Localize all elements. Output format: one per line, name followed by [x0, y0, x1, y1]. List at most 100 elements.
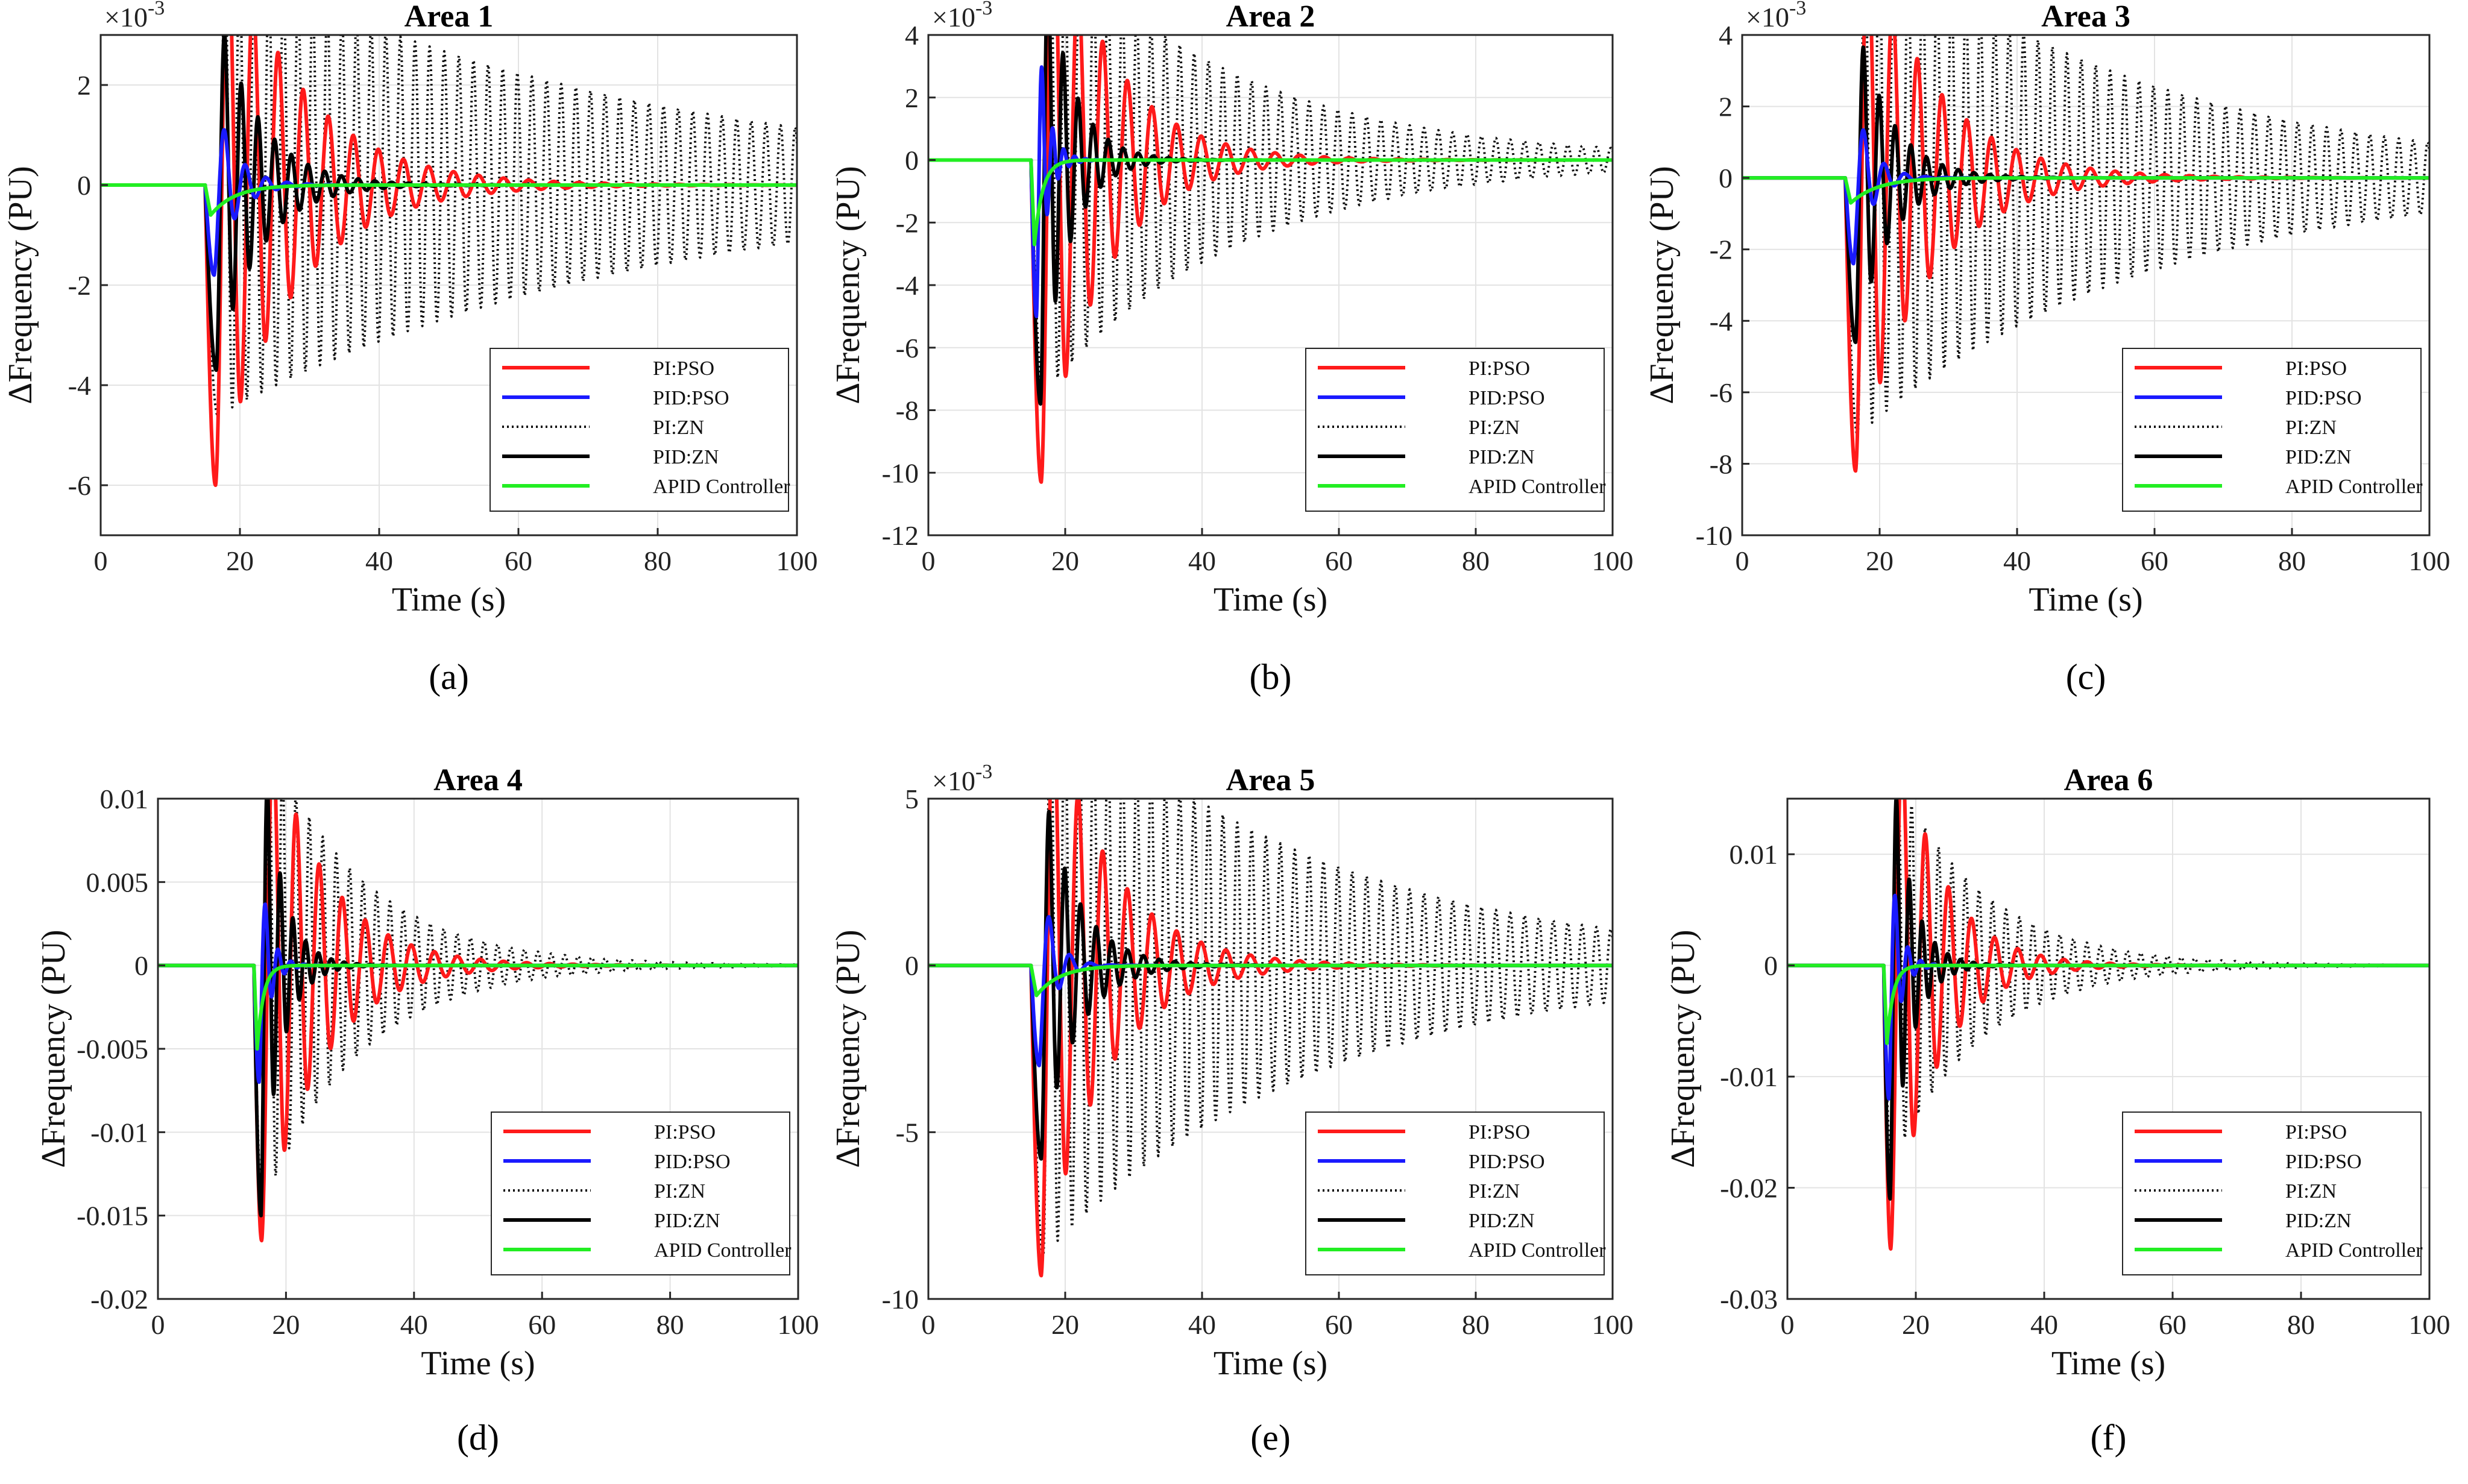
- chart-title: Area 3: [2041, 0, 2130, 34]
- y-tick-label: -6: [68, 470, 91, 501]
- chart-title: Area 5: [1226, 763, 1315, 797]
- x-tick-label: 60: [2141, 545, 2168, 576]
- legend-entry: PI:PSO: [653, 357, 714, 380]
- y-tick-label: 0: [134, 951, 148, 981]
- legend-entry: PI:PSO: [1469, 357, 1530, 380]
- exponent-base: ×10: [104, 2, 148, 33]
- y-tick-label: -4: [1710, 306, 1733, 336]
- legend-entry: PID:PSO: [653, 387, 729, 409]
- x-tick-label: 100: [778, 1309, 819, 1340]
- series-line-apid-controller: [1787, 963, 2429, 1045]
- x-tick-label: 60: [2159, 1309, 2186, 1340]
- y-tick-label: -8: [896, 395, 919, 426]
- axes-box: [927, 797, 1614, 1300]
- legend-entry: PI:ZN: [2285, 417, 2337, 439]
- series-line-apid-controller: [928, 963, 1613, 998]
- y-tick-label: 0: [905, 951, 919, 981]
- x-tick-label: 60: [505, 545, 532, 576]
- y-tick-label: -4: [896, 270, 919, 301]
- axis-exponent: ×10-3: [932, 761, 992, 796]
- y-axis-label: ΔFrequency (PU): [2, 166, 39, 404]
- x-tick-label: 20: [1051, 545, 1079, 576]
- y-tick-label: 0: [905, 145, 919, 176]
- x-tick-label: 20: [272, 1309, 300, 1340]
- x-tick-label: 60: [528, 1309, 556, 1340]
- x-tick-label: 40: [1188, 1309, 1216, 1340]
- series-group: [1787, 799, 2429, 1251]
- legend-entry: PID:ZN: [2285, 446, 2352, 468]
- chart-panel-1: 0 20 40 60 80 100 -6 -4 -2 0 2 ×10-3 Area 1 Time (s) Δ…: [2, 0, 818, 697]
- x-tick-label: 100: [2409, 1309, 2451, 1340]
- series-group: [928, 799, 1613, 1278]
- x-axis-label: Time (s): [2051, 1345, 2165, 1382]
- y-tick-label: -8: [1710, 448, 1733, 479]
- chart-title: Area 4: [433, 763, 523, 797]
- y-tick-label: -0.01: [1720, 1061, 1778, 1092]
- y-tick-label: 0: [77, 170, 91, 201]
- legend-entry: PI:PSO: [654, 1121, 716, 1143]
- x-tick-label: 40: [1188, 545, 1216, 576]
- legend: PI:PSO PID:PSO PI:ZN PID:ZN APID Controller: [491, 1111, 792, 1275]
- exponent-power: -3: [148, 0, 165, 19]
- y-tick-label: -10: [882, 457, 919, 488]
- x-tick-label: 40: [2003, 545, 2031, 576]
- y-tick-label: 2: [77, 70, 91, 101]
- y-tick-label: -6: [1710, 377, 1733, 408]
- x-tick-label: 100: [1592, 1309, 1634, 1340]
- legend-entry: PI:ZN: [1469, 1180, 1520, 1203]
- chart-title: Area 1: [405, 0, 494, 34]
- legend-entry: PI:PSO: [2285, 357, 2347, 380]
- legend-entry: PID:PSO: [654, 1151, 731, 1173]
- x-axis-label: Time (s): [2029, 581, 2142, 618]
- y-tick-label: -10: [1696, 520, 1733, 551]
- exponent-base: ×10: [932, 766, 975, 796]
- x-tick-label: 0: [151, 1309, 165, 1340]
- panel-label: (c): [2066, 657, 2106, 697]
- legend: PI:PSO PID:PSO PI:ZN PID:ZN APID Controller: [2122, 348, 2423, 512]
- legend-entry: PID:PSO: [2285, 387, 2362, 409]
- legend: PI:PSO PID:PSO PI:ZN PID:ZN APID Controller: [1305, 1111, 1606, 1275]
- y-tick-label: 4: [1719, 20, 1733, 51]
- y-axis-label: ΔFrequency (PU): [829, 929, 867, 1168]
- x-axis-label: Time (s): [392, 581, 506, 618]
- chart-panel-3: 0 20 40 60 80 100 -10 -8 -6 -4 -2 0 2 4 ×10-3 Area 3 Tim…: [1643, 0, 2451, 697]
- x-tick-label: 80: [2287, 1309, 2315, 1340]
- legend-entry: PI:ZN: [654, 1180, 705, 1203]
- x-tick-label: 0: [1781, 1309, 1795, 1340]
- y-tick-label: -2: [68, 270, 91, 301]
- x-tick-label: 20: [226, 545, 254, 576]
- axis-exponent: ×10-3: [932, 0, 992, 33]
- series-group: [928, 35, 1613, 484]
- chart-panel-4: 0 20 40 60 80 100 -0.02 -0.015 -0.01 -0.005 0 0.005…: [35, 763, 819, 1457]
- y-axis-label: ΔFrequency (PU): [1664, 929, 1702, 1168]
- panel-label: (f): [2091, 1418, 2127, 1457]
- legend-entry: PI:ZN: [1469, 417, 1520, 439]
- exponent-power: -3: [1789, 0, 1806, 19]
- legend-entry: PI:PSO: [2285, 1121, 2347, 1143]
- y-tick-label: -0.01: [90, 1117, 148, 1148]
- y-tick-label: 0: [1764, 951, 1778, 981]
- y-tick-label: -10: [882, 1284, 919, 1315]
- series-group: [158, 799, 798, 1243]
- y-tick-label: -2: [1710, 234, 1733, 265]
- y-tick-label: 4: [905, 20, 919, 51]
- y-tick-label: 0.005: [86, 867, 149, 898]
- y-tick-label: 0.01: [100, 784, 149, 814]
- legend-entry: PI:ZN: [653, 417, 704, 439]
- y-tick-label: -0.015: [77, 1201, 148, 1231]
- legend-entry: PID:ZN: [1469, 1210, 1535, 1232]
- y-tick-label: 2: [905, 83, 919, 113]
- legend-entry: PID:PSO: [1469, 1151, 1545, 1173]
- x-axis-label: Time (s): [421, 1345, 535, 1382]
- x-tick-label: 0: [1736, 545, 1749, 576]
- x-tick-label: 0: [922, 545, 936, 576]
- y-tick-label: 0: [1719, 163, 1733, 193]
- series-line-apid-controller: [1742, 176, 2429, 205]
- y-tick-label: -4: [68, 370, 91, 401]
- axes-box: [1741, 34, 2431, 536]
- x-tick-label: 20: [1902, 1309, 1930, 1340]
- x-tick-label: 80: [2278, 545, 2306, 576]
- legend-entry: APID Controller: [1469, 476, 1606, 498]
- y-tick-label: -0.005: [77, 1034, 148, 1064]
